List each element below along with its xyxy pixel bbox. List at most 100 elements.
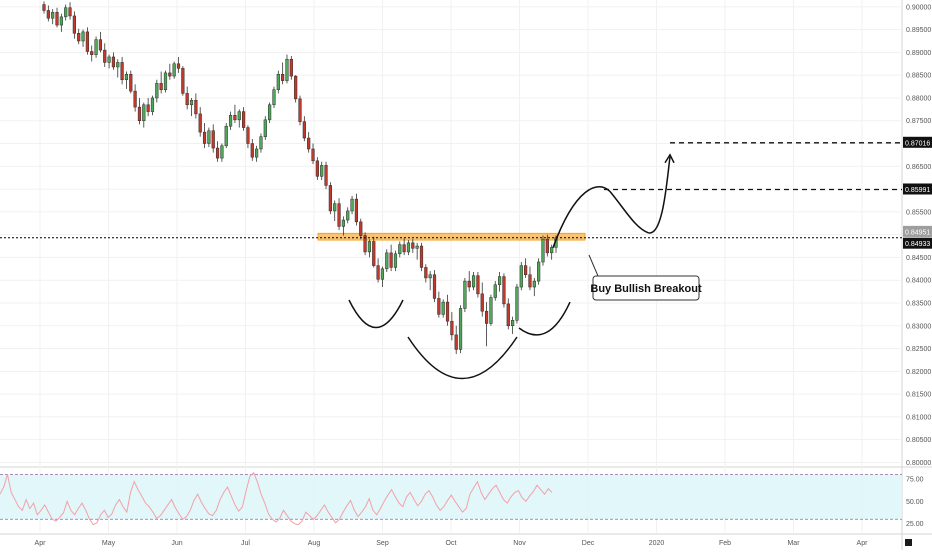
candle-body xyxy=(129,74,133,92)
x-tick-label: Oct xyxy=(446,540,457,547)
x-tick-label: Mar xyxy=(787,540,800,547)
x-tick-label: Dec xyxy=(582,540,595,547)
y-tick-label: 0.88000 xyxy=(906,95,931,102)
callout[interactable]: Buy Bullish Breakout xyxy=(588,254,702,301)
candle-body xyxy=(320,165,324,177)
candle-body xyxy=(497,276,502,286)
candle-body xyxy=(359,221,363,236)
rsi-pane: 75.00 50.00 25.00 xyxy=(0,471,924,528)
left-shoulder-arc[interactable] xyxy=(348,299,404,329)
candle-body xyxy=(94,39,98,55)
candle-body xyxy=(211,130,215,149)
candle-body xyxy=(372,241,376,266)
candle-body xyxy=(454,334,458,350)
candle-body xyxy=(385,252,389,270)
candle-body xyxy=(415,245,419,249)
candle-body xyxy=(402,244,406,253)
candle-body xyxy=(133,90,137,108)
x-tick-label: Apr xyxy=(857,540,869,547)
x-tick-label: Apr xyxy=(35,540,47,547)
price-label: 0.87016 xyxy=(905,140,930,147)
candle-body xyxy=(263,119,267,137)
candle-body xyxy=(328,185,332,212)
candle-body xyxy=(228,115,233,127)
price-label: 0.85991 xyxy=(905,187,930,194)
cup-arc[interactable] xyxy=(407,336,518,380)
candle-body xyxy=(189,99,194,106)
candle-body xyxy=(246,127,250,144)
settings-icon[interactable] xyxy=(905,539,912,546)
candle-body xyxy=(155,83,159,99)
rsi-band xyxy=(0,474,902,520)
candle-body xyxy=(432,274,437,299)
candle-body xyxy=(367,241,372,253)
candle-body xyxy=(146,104,150,112)
y-tick-label: 0.84500 xyxy=(906,255,931,262)
y-tick-label: 0.85500 xyxy=(906,209,931,216)
y-tick-label: 0.84000 xyxy=(906,278,931,285)
candle-body xyxy=(55,12,59,26)
candle-body xyxy=(528,274,532,288)
y-tick-label: 0.80500 xyxy=(906,437,931,444)
x-tick-label: 2020 xyxy=(649,540,665,547)
candle-body xyxy=(137,106,142,121)
candle-body xyxy=(194,99,198,115)
candle-body xyxy=(428,274,432,279)
candle-body xyxy=(259,136,263,150)
candle-body xyxy=(46,10,50,19)
candle-body xyxy=(237,111,241,121)
candle-body xyxy=(532,280,536,288)
candle-body xyxy=(181,68,185,94)
candle-body xyxy=(411,242,415,249)
x-tick-label: Jun xyxy=(171,540,182,547)
right-shoulder-arc[interactable] xyxy=(518,301,571,336)
y-tick-label: 0.89500 xyxy=(906,27,931,34)
candle-body xyxy=(172,63,176,77)
rsi-line[interactable] xyxy=(0,471,553,526)
y-tick-label: 0.89000 xyxy=(906,50,931,57)
candle-body xyxy=(437,298,441,315)
callout-text: Buy Bullish Breakout xyxy=(590,283,702,295)
candle-body xyxy=(168,72,172,77)
candle-body xyxy=(463,280,467,309)
candle-body xyxy=(233,115,237,121)
price-label-bg xyxy=(903,183,932,195)
arrow-head xyxy=(664,153,675,164)
candle-body xyxy=(42,4,46,11)
price-label: 0.84951 xyxy=(905,229,930,236)
candle-body xyxy=(272,89,276,106)
candle-body xyxy=(289,58,293,77)
x-tick-label: May xyxy=(102,540,116,547)
candle-body xyxy=(85,31,89,52)
y-tick-label: 0.90000 xyxy=(906,4,931,11)
candle-body xyxy=(541,238,545,263)
candle-body xyxy=(198,113,202,133)
candle-body xyxy=(337,203,341,227)
candle-body xyxy=(341,219,345,227)
candle-body xyxy=(458,308,463,350)
pattern-drawings xyxy=(348,299,571,380)
candle-body xyxy=(298,98,302,122)
candle-body xyxy=(550,247,554,254)
candle-body xyxy=(68,7,72,17)
candle-body xyxy=(406,242,411,253)
candle-body xyxy=(107,56,111,63)
candle-body xyxy=(215,147,220,159)
candle-body xyxy=(124,74,129,80)
candle-body xyxy=(307,137,311,150)
candle-body xyxy=(220,145,224,159)
candle-body xyxy=(120,62,124,80)
y-tick-label: 0.88500 xyxy=(906,73,931,80)
candle-body xyxy=(506,303,510,327)
y-tick-label: 0.83500 xyxy=(906,300,931,307)
candle-body xyxy=(250,143,254,158)
projected-path[interactable] xyxy=(552,156,671,248)
candle-body xyxy=(445,301,450,322)
y-tick-label: 0.86500 xyxy=(906,164,931,171)
candle-body xyxy=(476,275,480,295)
resistance-zone[interactable] xyxy=(317,232,586,241)
candle-body xyxy=(311,148,315,162)
candle-body xyxy=(276,74,280,91)
